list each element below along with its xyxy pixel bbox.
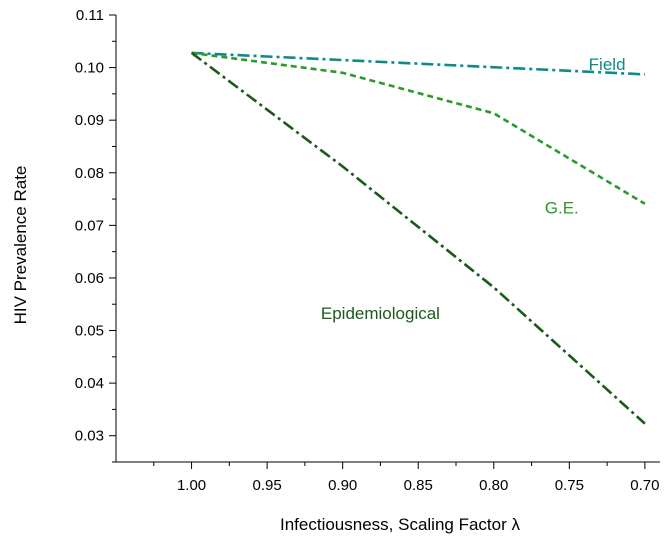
y-tick-label: 0.03 (75, 428, 104, 445)
x-tick-label: 0.95 (253, 477, 282, 494)
y-axis-title: HIV Prevalence Rate (11, 166, 30, 325)
x-tick-label: 0.70 (630, 477, 659, 494)
x-tick-label: 1.00 (177, 477, 206, 494)
x-tick-label: 0.75 (555, 477, 584, 494)
y-tick-label: 0.07 (75, 217, 104, 234)
y-tick-label: 0.10 (75, 60, 104, 77)
y-ticks: 0.03 0.04 0.05 0.06 0.07 0.08 0.09 0.10 0.11 (75, 7, 116, 463)
series-line-g-e (191, 51, 646, 205)
x-tick-label: 0.80 (479, 477, 508, 494)
y-tick-label: 0.11 (76, 7, 104, 24)
series-line-field (191, 51, 645, 76)
series-label-field: Field (589, 55, 626, 74)
x-axis-title: Infectiousness, Scaling Factor λ (280, 515, 521, 534)
series-labels: Field G.E. Epidemiological (321, 55, 626, 323)
y-tick-label: 0.04 (75, 375, 104, 392)
plot-axes (115, 15, 660, 463)
series-line-epidemiological (190, 51, 646, 425)
y-tick-label: 0.06 (75, 270, 104, 287)
y-tick-label: 0.08 (75, 165, 104, 182)
series-lines (190, 51, 646, 425)
series-label-epidemiological: Epidemiological (321, 304, 440, 323)
x-ticks: 1.00 0.95 0.90 0.85 0.80 0.75 0.70 (153, 462, 659, 494)
y-tick-label: 0.09 (75, 112, 104, 129)
x-tick-label: 0.85 (404, 477, 433, 494)
x-tick-label: 0.90 (328, 477, 357, 494)
series-label-g-e: G.E. (545, 198, 579, 217)
y-tick-label: 0.05 (75, 323, 104, 340)
